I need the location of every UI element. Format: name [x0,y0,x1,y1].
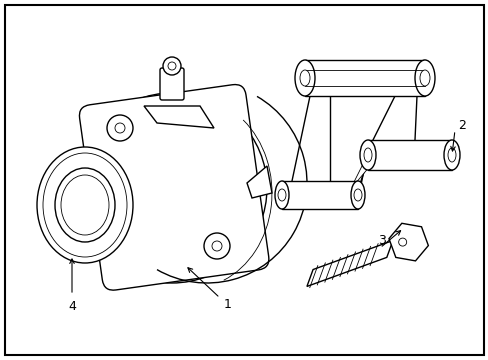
Ellipse shape [353,189,361,201]
Circle shape [115,123,125,133]
Ellipse shape [414,60,434,96]
Circle shape [212,241,222,251]
Ellipse shape [443,140,459,170]
Ellipse shape [294,60,314,96]
Polygon shape [282,181,357,209]
Text: 4: 4 [68,300,76,312]
Ellipse shape [278,189,285,201]
Circle shape [168,62,176,70]
Polygon shape [246,166,271,198]
Ellipse shape [419,70,429,86]
Polygon shape [97,103,246,270]
Polygon shape [143,106,214,128]
Ellipse shape [359,140,375,170]
Ellipse shape [55,168,115,242]
Ellipse shape [392,230,412,254]
Ellipse shape [299,70,309,86]
Ellipse shape [447,148,455,162]
Circle shape [163,57,181,75]
Ellipse shape [363,148,371,162]
Polygon shape [305,60,424,96]
Circle shape [398,238,406,246]
Ellipse shape [37,147,133,263]
Ellipse shape [274,181,288,209]
FancyBboxPatch shape [160,68,183,100]
Circle shape [107,115,133,141]
Circle shape [203,233,229,259]
Text: 1: 1 [224,297,231,310]
Polygon shape [367,140,451,170]
Polygon shape [349,160,374,190]
Polygon shape [306,240,392,287]
FancyBboxPatch shape [79,85,268,290]
Polygon shape [388,223,427,261]
Text: 3: 3 [377,234,385,247]
Circle shape [77,93,266,283]
Ellipse shape [350,181,364,209]
Text: 2: 2 [457,118,465,131]
